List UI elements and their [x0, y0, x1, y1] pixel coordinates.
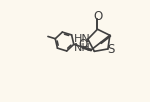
- Text: NH: NH: [74, 43, 90, 53]
- Text: HN: HN: [74, 34, 91, 44]
- Text: S: S: [107, 43, 114, 56]
- Text: O: O: [78, 38, 87, 51]
- Text: O: O: [94, 10, 103, 23]
